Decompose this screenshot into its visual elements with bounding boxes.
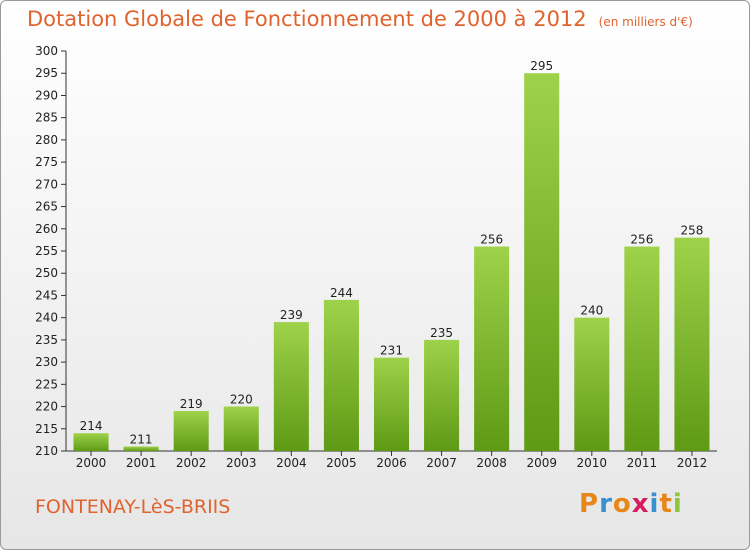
y-tick-label: 280	[35, 133, 58, 147]
x-tick-label: 2012	[677, 456, 708, 470]
bar	[73, 433, 109, 451]
bar	[223, 406, 259, 451]
title-text: Dotation Globale de Fonctionnement de 20…	[27, 7, 587, 31]
x-tick-label: 2000	[76, 456, 107, 470]
x-tick-label: 2003	[226, 456, 257, 470]
y-tick-label: 275	[35, 155, 58, 169]
y-tick-label: 250	[35, 266, 58, 280]
bar-value-label: 219	[180, 397, 203, 411]
logo-letter: t	[659, 489, 673, 519]
y-tick-label: 295	[35, 66, 58, 80]
y-tick-label: 230	[35, 355, 58, 369]
logo-letter: P	[579, 489, 600, 519]
logo-letter: i	[672, 489, 683, 519]
x-tick-label: 2011	[627, 456, 658, 470]
bar	[424, 339, 460, 451]
logo-letter: r	[599, 489, 613, 519]
bar	[574, 317, 610, 451]
x-tick-label: 2010	[577, 456, 608, 470]
bar	[624, 246, 660, 451]
bar-value-label: 244	[330, 286, 353, 300]
y-tick-label: 240	[35, 311, 58, 325]
y-tick-label: 210	[35, 444, 58, 458]
y-tick-label: 245	[35, 288, 58, 302]
bar-value-label: 240	[580, 304, 603, 318]
x-tick-label: 2006	[376, 456, 407, 470]
bar-value-label: 211	[130, 433, 153, 447]
x-tick-label: 2008	[476, 456, 507, 470]
logo-letter: o	[612, 489, 632, 519]
bar	[674, 237, 710, 451]
y-tick-label: 290	[35, 88, 58, 102]
bar-value-label: 258	[681, 224, 704, 238]
bar	[273, 322, 309, 451]
bar	[173, 411, 209, 451]
y-tick-label: 215	[35, 422, 58, 436]
y-tick-label: 220	[35, 400, 58, 414]
y-tick-label: 300	[35, 44, 58, 58]
x-tick-label: 2007	[426, 456, 457, 470]
proxiti-logo: Proxiti	[579, 489, 683, 519]
bar	[373, 357, 410, 451]
y-tick-label: 265	[35, 200, 58, 214]
y-tick-label: 260	[35, 222, 58, 236]
chart-title: Dotation Globale de Fonctionnement de 20…	[27, 7, 693, 31]
y-tick-label: 225	[35, 377, 58, 391]
logo-letter: x	[631, 489, 650, 519]
bar	[524, 73, 560, 451]
bar-value-label: 256	[630, 233, 653, 247]
logo-letter: i	[649, 489, 660, 519]
bar-value-label: 295	[530, 59, 553, 73]
bar	[474, 246, 510, 451]
y-tick-label: 235	[35, 333, 58, 347]
commune-name: FONTENAY-LèS-BRIIS	[35, 496, 231, 518]
bar-value-label: 214	[80, 419, 103, 433]
y-tick-label: 285	[35, 111, 58, 125]
x-tick-label: 2005	[326, 456, 357, 470]
x-tick-label: 2002	[176, 456, 207, 470]
y-tick-label: 270	[35, 177, 58, 191]
x-tick-label: 2001	[126, 456, 157, 470]
bar-value-label: 256	[480, 233, 503, 247]
y-tick-label: 255	[35, 244, 58, 258]
x-tick-label: 2004	[276, 456, 307, 470]
x-tick-label: 2009	[526, 456, 557, 470]
bar	[123, 446, 159, 451]
bar	[323, 299, 359, 451]
bar-value-label: 235	[430, 326, 453, 340]
chart-subtitle: (en milliers d'€)	[598, 15, 693, 29]
bar-value-label: 220	[230, 393, 253, 407]
bar-value-label: 231	[380, 344, 403, 358]
bar-value-label: 239	[280, 308, 303, 322]
